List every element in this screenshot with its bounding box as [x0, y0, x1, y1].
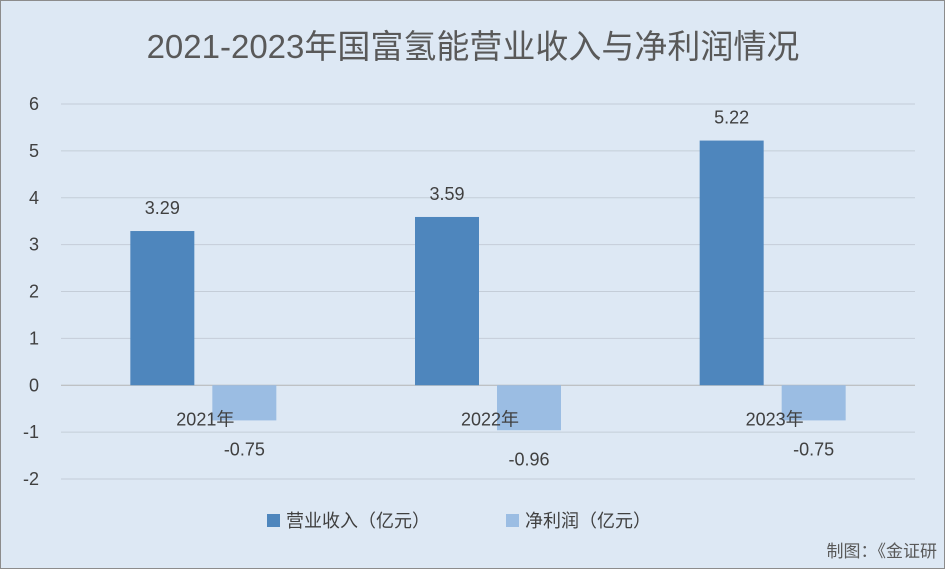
y-tick-label: 0	[29, 375, 39, 395]
bar-net-profit	[781, 385, 846, 421]
y-tick-label: 1	[29, 328, 39, 348]
data-label: 3.59	[429, 184, 464, 204]
bar-revenue	[415, 216, 479, 386]
legend-swatch	[506, 514, 519, 527]
legend-label: 营业收入（亿元）	[286, 511, 430, 531]
bar-net-profit	[212, 385, 277, 421]
y-tick-label: 6	[29, 94, 39, 114]
bar-revenue	[130, 231, 195, 386]
y-tick-label: 4	[29, 188, 39, 208]
legend-label: 净利润（亿元）	[525, 511, 651, 531]
data-label: -0.96	[508, 449, 549, 469]
data-label: 3.29	[145, 198, 180, 218]
y-tick-label: -2	[23, 469, 39, 489]
x-category-label: 2021年	[176, 409, 234, 429]
data-label: -0.75	[793, 439, 834, 459]
legend-swatch	[267, 514, 280, 527]
y-tick-label: 3	[29, 235, 39, 255]
data-label: -0.75	[224, 439, 265, 459]
y-tick-label: -1	[23, 422, 39, 442]
bar-net-profit	[497, 385, 561, 431]
y-tick-label: 2	[29, 282, 39, 302]
x-category-label: 2023年	[746, 409, 804, 429]
chart-title: 2021-2023年国富氢能营业收入与净利润情况	[147, 28, 800, 65]
source-note: 制图：《金证研	[827, 542, 938, 561]
x-category-label: 2022年	[461, 409, 519, 429]
y-tick-label: 5	[29, 141, 39, 161]
bar-revenue	[699, 140, 764, 386]
data-label: 5.22	[714, 108, 749, 128]
